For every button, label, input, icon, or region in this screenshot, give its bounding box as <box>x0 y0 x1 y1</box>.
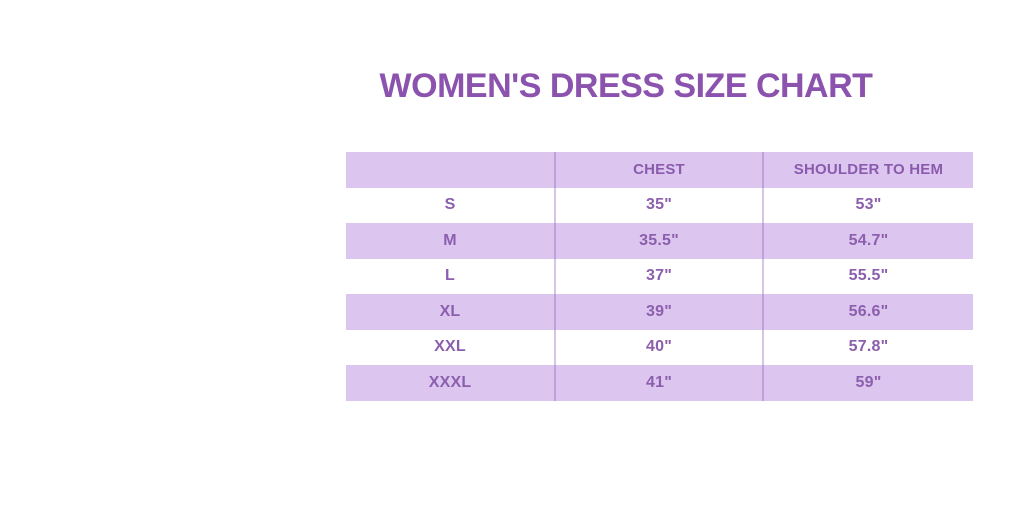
size-cell: L <box>445 267 455 285</box>
table-row: M 35.5" 54.7" <box>346 223 973 259</box>
shoulder-to-hem-cell: 59" <box>762 365 973 401</box>
table-row: XXXL 41" 59" <box>346 365 973 401</box>
header-shoulder-to-hem-cell: SHOULDER TO HEM <box>762 152 973 188</box>
header-size-cell <box>346 152 554 188</box>
size-cell: S <box>444 196 456 214</box>
chest-cell: 40" <box>554 329 762 365</box>
size-chart-table: CHEST SHOULDER TO HEM S 35" 53" M 35.5" … <box>346 152 973 401</box>
chest-cell: 39" <box>554 294 762 330</box>
size-cell: M <box>443 231 457 249</box>
shoulder-to-hem-cell: 55.5" <box>762 258 973 294</box>
table-header-row: CHEST SHOULDER TO HEM <box>346 152 973 188</box>
table-row: L 37" 55.5" <box>346 258 973 294</box>
header-chest-cell: CHEST <box>554 152 762 188</box>
shoulder-to-hem-cell: 57.8" <box>762 329 973 365</box>
table-row: XL 39" 56.6" <box>346 294 973 330</box>
shoulder-to-hem-cell: 54.7" <box>762 223 973 259</box>
size-cell: XXL <box>434 338 466 356</box>
chest-cell: 37" <box>554 258 762 294</box>
table-row: S 35" 53" <box>346 187 973 223</box>
shoulder-to-hem-cell: 53" <box>762 187 973 223</box>
chest-cell: 41" <box>554 365 762 401</box>
shoulder-to-hem-cell: 56.6" <box>762 294 973 330</box>
chest-cell: 35" <box>554 187 762 223</box>
page-title: WOMEN'S DRESS SIZE CHART <box>379 66 873 105</box>
table-row: XXL 40" 57.8" <box>346 329 973 365</box>
size-cell: XL <box>439 302 461 320</box>
chest-cell: 35.5" <box>554 223 762 259</box>
size-cell: XXXL <box>428 373 472 391</box>
